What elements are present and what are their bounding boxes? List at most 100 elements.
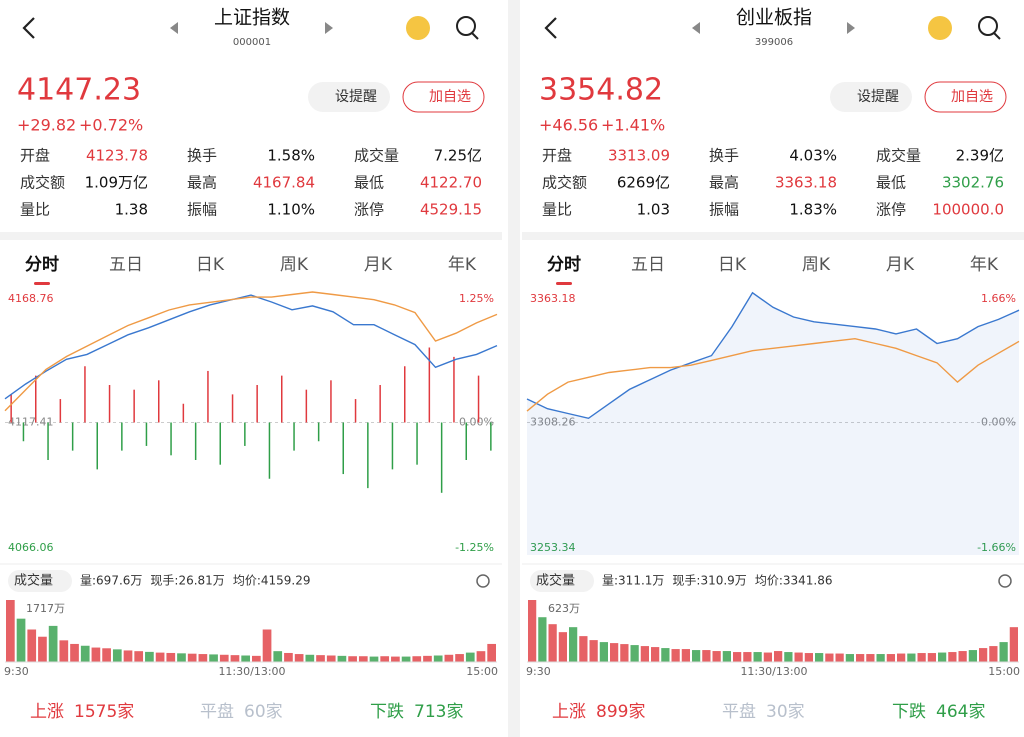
volume-tick-label: 623万	[548, 602, 580, 615]
volume-bar	[845, 654, 854, 662]
volume-bar	[252, 655, 261, 662]
volume-bar	[241, 655, 250, 662]
watchlist-button[interactable]	[924, 81, 1007, 113]
volume-bar	[38, 636, 47, 662]
volume-bar	[155, 652, 165, 662]
breadth-label: 上涨	[552, 702, 586, 722]
volume-bar	[262, 629, 272, 662]
volume-bar	[815, 653, 824, 662]
y-tick-label: 3308.26	[530, 416, 576, 429]
stat-label: 换手	[709, 147, 739, 165]
change-pct: +0.72%	[79, 116, 143, 135]
search-icon[interactable]	[978, 16, 998, 36]
stat-label: 最低	[354, 174, 384, 192]
mascot-icon[interactable]	[928, 16, 952, 40]
volume-bar	[187, 653, 197, 662]
stat-label: 涨停	[354, 201, 384, 219]
stat-label: 最低	[876, 174, 906, 192]
stat-value: 4122.70	[420, 174, 482, 192]
volume-bar	[412, 656, 422, 662]
y-tick-label: 4117.41	[8, 416, 54, 429]
stat-value: 4123.78	[86, 147, 148, 165]
mascot-icon[interactable]	[406, 16, 430, 40]
tab[interactable]: 年K	[970, 255, 999, 275]
prev-arrow[interactable]	[170, 22, 178, 34]
alert-button-label[interactable]: 设提醒	[335, 89, 377, 105]
next-arrow[interactable]	[847, 22, 855, 34]
volume-bar	[712, 651, 721, 662]
volume-bar	[6, 600, 15, 662]
volume-bar	[59, 640, 69, 662]
stat-value: 1.10%	[267, 201, 315, 219]
time-label: 15:00	[988, 665, 1020, 678]
alert-button-label[interactable]: 设提醒	[857, 89, 899, 105]
volume-bar	[326, 655, 336, 662]
volume-bar	[337, 655, 347, 662]
volume-bar	[999, 642, 1008, 662]
section-gap	[522, 232, 1024, 240]
y-tick-label: 4066.06	[8, 541, 54, 554]
tab[interactable]: 分时	[25, 255, 59, 275]
stat-label: 开盘	[20, 147, 50, 165]
price-area	[527, 292, 1019, 555]
volume-bar	[640, 646, 649, 662]
volume-bar	[177, 653, 186, 662]
volume-bar	[835, 653, 844, 662]
volume-chip[interactable]	[530, 570, 594, 592]
watchlist-button-label[interactable]: 加自选	[951, 89, 993, 105]
alert-button[interactable]	[308, 82, 390, 112]
tab[interactable]: 分时	[547, 255, 581, 275]
stat-label: 振幅	[709, 201, 739, 219]
breadth-value: 1575家	[74, 702, 134, 722]
search-icon[interactable]	[456, 16, 476, 36]
back-button[interactable]	[544, 17, 557, 39]
settings-icon[interactable]	[476, 574, 490, 588]
settings-icon[interactable]	[998, 574, 1012, 588]
volume-bar	[455, 654, 464, 662]
volume-bar	[938, 652, 947, 662]
volume-bar	[391, 656, 400, 662]
price: 3354.82	[539, 73, 663, 108]
volume-chip-label[interactable]: 成交量	[14, 573, 53, 589]
alert-button[interactable]	[830, 82, 912, 112]
watchlist-button[interactable]	[402, 81, 485, 113]
volume-bar	[886, 654, 895, 662]
volume-chip-label[interactable]: 成交量	[536, 573, 575, 589]
volume-chip[interactable]	[8, 570, 72, 592]
tab[interactable]: 日K	[718, 255, 747, 275]
divider	[508, 0, 520, 737]
stat-label: 换手	[187, 147, 217, 165]
watchlist-button-label[interactable]: 加自选	[429, 89, 471, 105]
tab[interactable]: 五日	[631, 255, 665, 275]
y2-tick-label: 1.25%	[459, 292, 494, 305]
volume-bar	[1009, 627, 1018, 662]
tab[interactable]: 周K	[280, 255, 309, 275]
y2-tick-label: -1.25%	[455, 541, 494, 554]
next-arrow[interactable]	[325, 22, 333, 34]
tab[interactable]: 五日	[109, 255, 143, 275]
section-gap	[0, 232, 502, 240]
volume-bar	[569, 627, 578, 662]
stat-value: 4529.15	[420, 201, 482, 219]
volume-bar	[681, 649, 690, 662]
breadth-label: 平盘	[722, 702, 756, 722]
stat-value: 3363.18	[775, 174, 837, 192]
volume-bar	[444, 654, 454, 662]
volume-bar	[784, 652, 793, 662]
volume-bar	[989, 646, 998, 662]
tab[interactable]: 周K	[802, 255, 831, 275]
tab[interactable]: 月K	[886, 255, 915, 275]
volume-bar	[433, 655, 443, 662]
volume-bar	[651, 647, 660, 662]
tab[interactable]: 年K	[448, 255, 477, 275]
volume-info: 现手:26.81万	[150, 574, 224, 588]
volume-bar	[804, 653, 813, 662]
volume-bar	[348, 656, 357, 662]
prev-arrow[interactable]	[692, 22, 700, 34]
stat-label: 成交量	[876, 147, 921, 165]
tab[interactable]: 月K	[364, 255, 393, 275]
tab[interactable]: 日K	[196, 255, 225, 275]
change: +46.56	[539, 116, 598, 135]
back-button[interactable]	[22, 17, 35, 39]
volume-bar	[369, 656, 379, 662]
